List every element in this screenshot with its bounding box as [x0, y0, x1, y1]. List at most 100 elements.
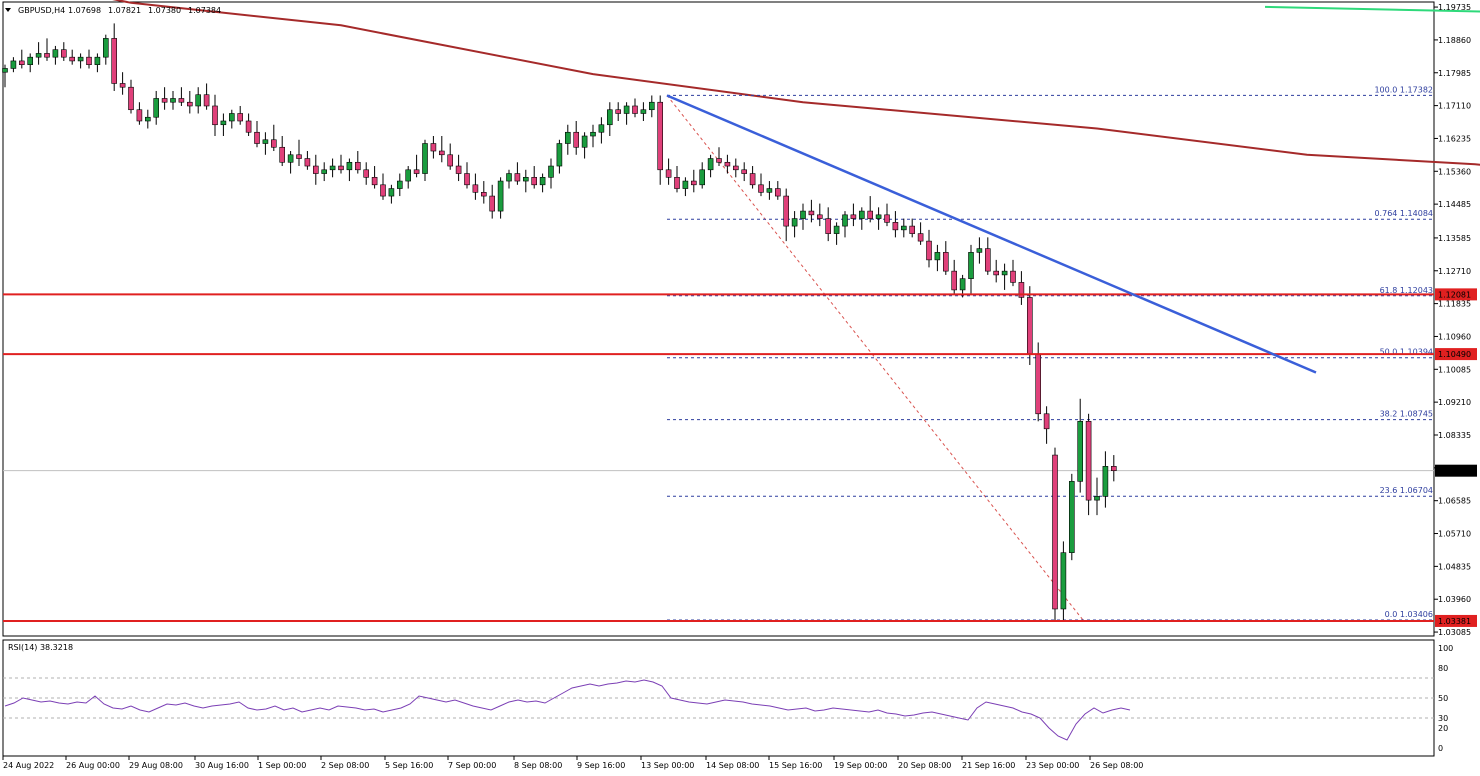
bearish-candle: [438, 150, 445, 156]
bullish-candle: [1001, 270, 1008, 276]
bearish-candle: [1111, 466, 1117, 471]
bearish-candle: [489, 195, 496, 212]
x-tick-label: 23 Sep 00:00: [1026, 761, 1079, 770]
bearish-candle: [850, 214, 857, 219]
bearish-candle: [1018, 282, 1025, 298]
bullish-candle: [94, 56, 101, 65]
bullish-candle: [321, 169, 328, 174]
fib-level-label: 100.0 1.17382: [1374, 85, 1433, 94]
bearish-candle: [296, 154, 302, 159]
y-tick-label: 1.03085: [1438, 628, 1471, 637]
bullish-candle: [52, 49, 59, 58]
bullish-candle: [153, 98, 159, 118]
fib-level-label: 0.764 1.14084: [1374, 209, 1433, 218]
main-pane-border: [2, 1, 1435, 637]
bearish-candle: [1027, 297, 1033, 355]
bearish-candle: [808, 210, 815, 216]
rsi-tick-label: 80: [1438, 664, 1448, 673]
bearish-candle: [279, 146, 286, 163]
trendline[interactable]: [666, 94, 1317, 374]
bearish-candle: [514, 173, 521, 182]
y-tick-label: 1.10960: [1438, 332, 1471, 341]
x-tick-label: 26 Sep 08:00: [1090, 761, 1143, 770]
rsi-tick-label: 50: [1438, 694, 1448, 703]
price-axis: 1.19735 1.18860 1.17985 1.17110 1.16235 1.153…: [1434, 3, 1477, 637]
bullish-candle: [497, 180, 504, 212]
bullish-candle: [791, 218, 798, 227]
fibonacci-retracement[interactable]: 100.0 1.17382 0.764 1.14084 61.8 1.12043 50…: [666, 85, 1434, 621]
rsi-tick-label: 30: [1438, 714, 1448, 723]
bearish-candle: [909, 225, 916, 234]
y-tick-label: 1.05710: [1438, 530, 1471, 539]
bearish-candle: [716, 158, 722, 163]
ohlc-low: 1.07380: [148, 6, 181, 15]
bullish-candle: [766, 188, 773, 193]
bearish-candle: [354, 161, 361, 171]
bearish-candle: [758, 184, 764, 193]
bearish-candle: [60, 49, 67, 58]
horizontal-levels[interactable]: 1.12081 1.10490 1.03381: [3, 288, 1477, 627]
x-tick-label: 8 Sep 08:00: [514, 761, 562, 770]
bearish-candle: [657, 101, 664, 171]
bearish-candle: [128, 86, 134, 111]
price-tag-box: [1435, 348, 1477, 361]
bullish-candle: [145, 116, 151, 122]
bearish-candle: [119, 83, 126, 88]
bearish-candle: [304, 158, 311, 167]
bearish-candle: [1010, 270, 1016, 283]
bullish-candle: [170, 98, 176, 103]
bearish-candle: [18, 60, 25, 65]
bullish-candle: [648, 101, 655, 111]
y-tick-label: 1.03960: [1438, 595, 1471, 604]
bearish-candle: [926, 240, 932, 261]
bullish-candle: [699, 169, 706, 186]
current-price-tag-label: 1.07384: [1438, 467, 1471, 476]
bearish-candle: [774, 188, 781, 197]
bearish-candle: [136, 109, 143, 122]
bullish-candle: [103, 38, 109, 58]
fib-level-label: 50.0 1.10394: [1380, 348, 1433, 357]
bullish-candle: [606, 109, 613, 126]
x-tick-label: 21 Sep 16:00: [962, 761, 1015, 770]
y-tick-label: 1.13585: [1438, 234, 1471, 243]
bearish-candle: [573, 131, 580, 148]
bearish-candle: [917, 233, 924, 242]
bullish-candle: [27, 56, 34, 65]
y-tick-label: 1.10085: [1438, 365, 1471, 374]
bullish-candle: [598, 124, 605, 133]
bearish-candle: [371, 176, 378, 186]
bullish-candle: [220, 120, 227, 126]
x-tick-label: 30 Aug 16:00: [195, 761, 249, 770]
y-tick-label: 1.17985: [1438, 69, 1471, 78]
bearish-candle: [455, 165, 462, 174]
chart-header: GBPUSD,H4 1.07698 1.07821 1.07380 1.0738…: [5, 6, 221, 652]
rsi-tick-label: 100: [1438, 644, 1453, 653]
fib-level-label: 61.8 1.12043: [1380, 286, 1433, 295]
bearish-candle: [338, 165, 344, 171]
bullish-candle: [329, 165, 336, 171]
ohlc-high: 1.07821: [108, 6, 141, 15]
bearish-candle: [86, 56, 92, 65]
bullish-candle: [564, 131, 571, 144]
bearish-candle: [674, 176, 680, 189]
bullish-candle: [858, 210, 865, 219]
price-tag-label: 1.10490: [1438, 350, 1471, 359]
bullish-candle: [590, 131, 596, 137]
x-tick-label: 5 Sep 16:00: [385, 761, 433, 770]
bullish-candle: [833, 225, 840, 234]
bullish-candle: [35, 53, 42, 58]
bullish-candle: [229, 113, 235, 122]
bullish-candle: [422, 143, 428, 174]
y-tick-label: 1.12710: [1438, 267, 1471, 276]
dropdown-triangle-icon[interactable]: [5, 8, 11, 12]
bullish-candle: [1069, 481, 1075, 553]
fib-level-label: 38.2 1.08745: [1380, 410, 1433, 419]
descending-trendline[interactable]: [666, 94, 1317, 374]
bearish-candle: [867, 210, 874, 219]
rsi-tick-label: 0: [1438, 744, 1443, 753]
bearish-candle: [237, 113, 243, 122]
bearish-candle: [203, 94, 210, 107]
